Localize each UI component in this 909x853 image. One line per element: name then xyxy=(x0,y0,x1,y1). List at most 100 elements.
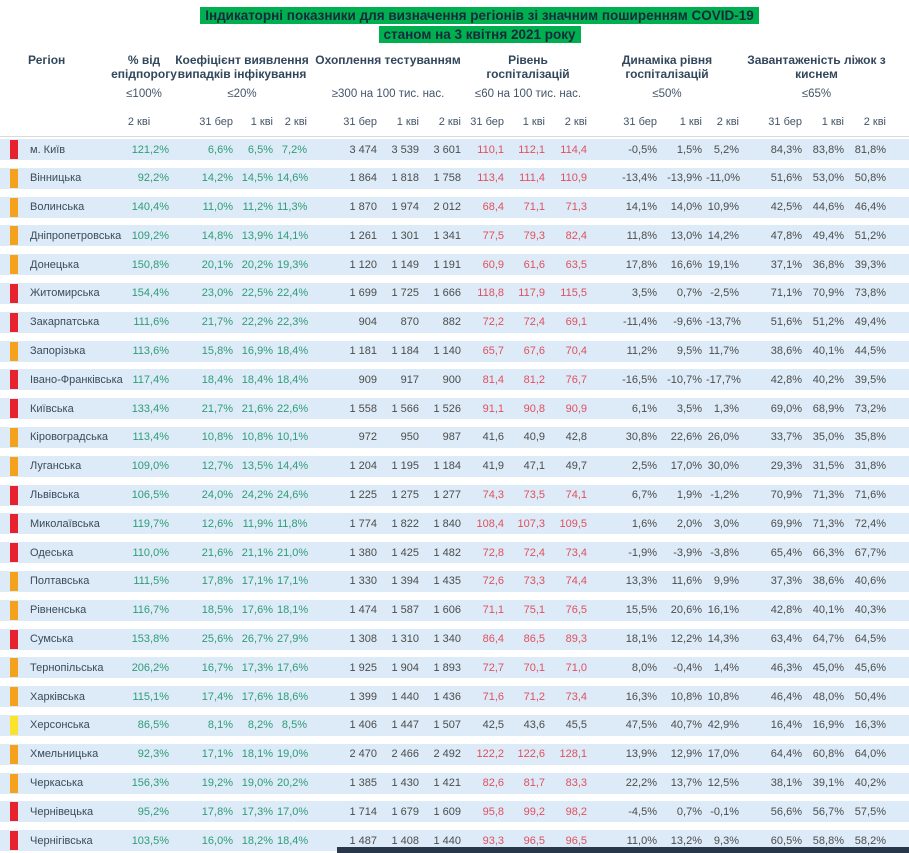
detection-rate-value-2: 22,2% xyxy=(241,316,273,329)
table-row: Чернігівська 103,5% 16,0% 18,2% 18,4% 1 487 1… xyxy=(0,830,909,852)
hospitalization-dynamics-value-2: 0,7% xyxy=(676,805,702,818)
hospitalization-level-value-1: 118,8 xyxy=(477,287,504,300)
hospitalization-dynamics-value-3: -1,2% xyxy=(710,489,739,502)
detection-rate-value-3: 22,4% xyxy=(277,287,309,300)
hospitalization-level-value-2: 73,3 xyxy=(523,575,545,588)
testing-coverage-value-1: 1 308 xyxy=(349,633,377,646)
epid-threshold-value: 86,5% xyxy=(137,719,169,732)
testing-coverage-value-1: 1 380 xyxy=(349,546,377,559)
table-row: Херсонська 86,5% 8,1% 8,2% 8,5% 1 406 1 447 1 … xyxy=(0,714,909,736)
hospitalization-level-value-1: 72,7 xyxy=(482,661,504,674)
hospitalization-level-value-2: 72,4 xyxy=(523,316,545,329)
hospitalization-level-value-1: 68,4 xyxy=(482,201,504,214)
hospitalization-dynamics-value-1: 18,1% xyxy=(625,633,657,646)
date-header-dynamics-3: 2 кві xyxy=(716,116,739,128)
detection-rate-value-3: 14,1% xyxy=(277,229,309,242)
region-status-marker xyxy=(10,456,18,476)
column-header-testing-coverage-group: Охоплення тестуванням xyxy=(315,53,461,67)
hospitalization-level-value-2: 99,2 xyxy=(523,805,545,818)
testing-coverage-value-2: 1 440 xyxy=(391,690,419,703)
testing-coverage-value-2: 1 974 xyxy=(391,201,419,214)
detection-rate-value-3: 14,4% xyxy=(277,460,309,473)
hospitalization-level-value-1: 41,9 xyxy=(482,460,504,473)
hospitalization-level-value-1: 95,8 xyxy=(482,805,504,818)
detection-rate-value-2: 19,0% xyxy=(241,777,273,790)
testing-coverage-value-2: 1 679 xyxy=(391,805,419,818)
detection-rate-value-3: 19,3% xyxy=(277,258,309,271)
testing-coverage-value-3: 1 421 xyxy=(433,777,461,790)
oxygen-beds-value-1: 60,5% xyxy=(770,834,802,847)
oxygen-beds-value-3: 64,5% xyxy=(854,633,886,646)
hospitalization-level-value-1: 72,6 xyxy=(482,575,504,588)
hospitalization-dynamics-value-1: 8,0% xyxy=(631,661,657,674)
region-status-marker xyxy=(10,773,18,793)
testing-coverage-value-3: 1 526 xyxy=(433,402,461,415)
detection-rate-value-2: 21,6% xyxy=(241,402,273,415)
hospitalization-dynamics-value-1: 22,2% xyxy=(625,777,657,790)
hospitalization-level-value-3: 114,4 xyxy=(560,143,587,156)
oxygen-beds-value-2: 51,2% xyxy=(812,316,844,329)
table-body: м. Київ 121,2% 6,6% 6,5% 7,2% 3 474 3 539 3 60… xyxy=(0,139,909,852)
oxygen-beds-value-3: 40,3% xyxy=(854,604,886,617)
hospitalization-dynamics-value-2: 40,7% xyxy=(670,719,702,732)
table-row: Хмельницька 92,3% 17,1% 18,1% 19,0% 2 470 2 4… xyxy=(0,743,909,765)
hospitalization-level-value-2: 43,6 xyxy=(523,719,545,732)
oxygen-beds-value-1: 42,8% xyxy=(770,373,802,386)
hospitalization-level-value-1: 72,8 xyxy=(482,546,504,559)
column-header-hospitalization-level-group: Рівень госпіталізацій xyxy=(486,53,570,81)
testing-coverage-value-3: 1 482 xyxy=(433,546,461,559)
region-name: Івано-Франківська xyxy=(30,373,123,386)
hospitalization-dynamics-value-1: 11,0% xyxy=(626,834,657,847)
table-row: Київська 133,4% 21,7% 21,6% 22,6% 1 558 1 566… xyxy=(0,398,909,420)
region-name: Черкаська xyxy=(30,777,84,790)
detection-rate-value-2: 18,4% xyxy=(241,373,273,386)
date-header-testing-3: 2 кві xyxy=(438,116,461,128)
oxygen-beds-value-1: 37,3% xyxy=(770,575,802,588)
testing-coverage-value-3: 1 440 xyxy=(433,834,461,847)
hospitalization-level-value-1: 86,4 xyxy=(482,633,504,646)
hospitalization-dynamics-value-1: 30,8% xyxy=(625,431,657,444)
hospitalization-dynamics-value-3: 17,0% xyxy=(707,748,739,761)
date-header-epid-1: 2 кві xyxy=(127,116,151,128)
hospitalization-level-value-1: 81,4 xyxy=(482,373,504,386)
oxygen-beds-value-1: 64,4% xyxy=(770,748,802,761)
hospitalization-level-value-3: 73,4 xyxy=(565,690,587,703)
hospitalization-dynamics-value-2: 12,2% xyxy=(670,633,702,646)
region-status-marker xyxy=(10,715,18,735)
oxygen-beds-value-3: 35,8% xyxy=(854,431,886,444)
detection-rate-value-3: 27,9% xyxy=(277,633,309,646)
date-header-dynamics-2: 1 кві xyxy=(679,116,702,128)
detection-rate-value-1: 10,8% xyxy=(201,431,233,444)
detection-rate-value-1: 21,7% xyxy=(201,402,233,415)
hospitalization-level-value-3: 109,5 xyxy=(559,517,587,530)
testing-coverage-value-1: 1 181 xyxy=(349,345,377,358)
hospitalization-dynamics-value-3: -2,5% xyxy=(710,287,739,300)
hospitalization-level-value-2: 107,3 xyxy=(517,517,545,530)
hospitalization-dynamics-value-1: 16,3% xyxy=(625,690,657,703)
testing-coverage-value-1: 1 925 xyxy=(349,661,377,674)
region-status-marker xyxy=(10,600,18,620)
date-header-hosp-3: 2 кві xyxy=(564,116,587,128)
epid-threshold-value: 206,2% xyxy=(131,661,169,674)
hospitalization-level-value-3: 82,4 xyxy=(565,229,587,242)
page-title-line2-text: станом на 3 квітня 2021 року xyxy=(378,26,581,43)
oxygen-beds-value-2: 40,1% xyxy=(812,604,844,617)
oxygen-beds-value-2: 58,8% xyxy=(812,834,844,847)
oxygen-beds-value-3: 46,4% xyxy=(854,201,886,214)
table-row: Івано-Франківська 117,4% 18,4% 18,4% 18,4% 9… xyxy=(0,369,909,391)
hospitalization-dynamics-value-3: 14,2% xyxy=(707,229,739,242)
column-header-oxygen-beds-group: Завантаженість ліжок з киснем xyxy=(747,53,886,81)
testing-coverage-value-1: 1 225 xyxy=(349,489,377,502)
oxygen-beds-value-2: 45,0% xyxy=(812,661,844,674)
detection-rate-value-2: 21,1% xyxy=(241,546,273,559)
testing-coverage-value-2: 1 310 xyxy=(391,633,419,646)
oxygen-beds-value-3: 39,3% xyxy=(854,258,886,271)
testing-coverage-value-3: 1 435 xyxy=(433,575,461,588)
hospitalization-level-value-2: 67,6 xyxy=(523,345,545,358)
testing-coverage-value-3: 1 340 xyxy=(433,633,461,646)
testing-coverage-value-2: 1 425 xyxy=(391,546,419,559)
hospitalization-level-value-3: 76,7 xyxy=(565,373,587,386)
region-name: Хмельницька xyxy=(30,748,99,761)
epid-threshold-value: 121,2% xyxy=(131,143,169,156)
hospitalization-dynamics-value-2: 3,5% xyxy=(676,402,702,415)
